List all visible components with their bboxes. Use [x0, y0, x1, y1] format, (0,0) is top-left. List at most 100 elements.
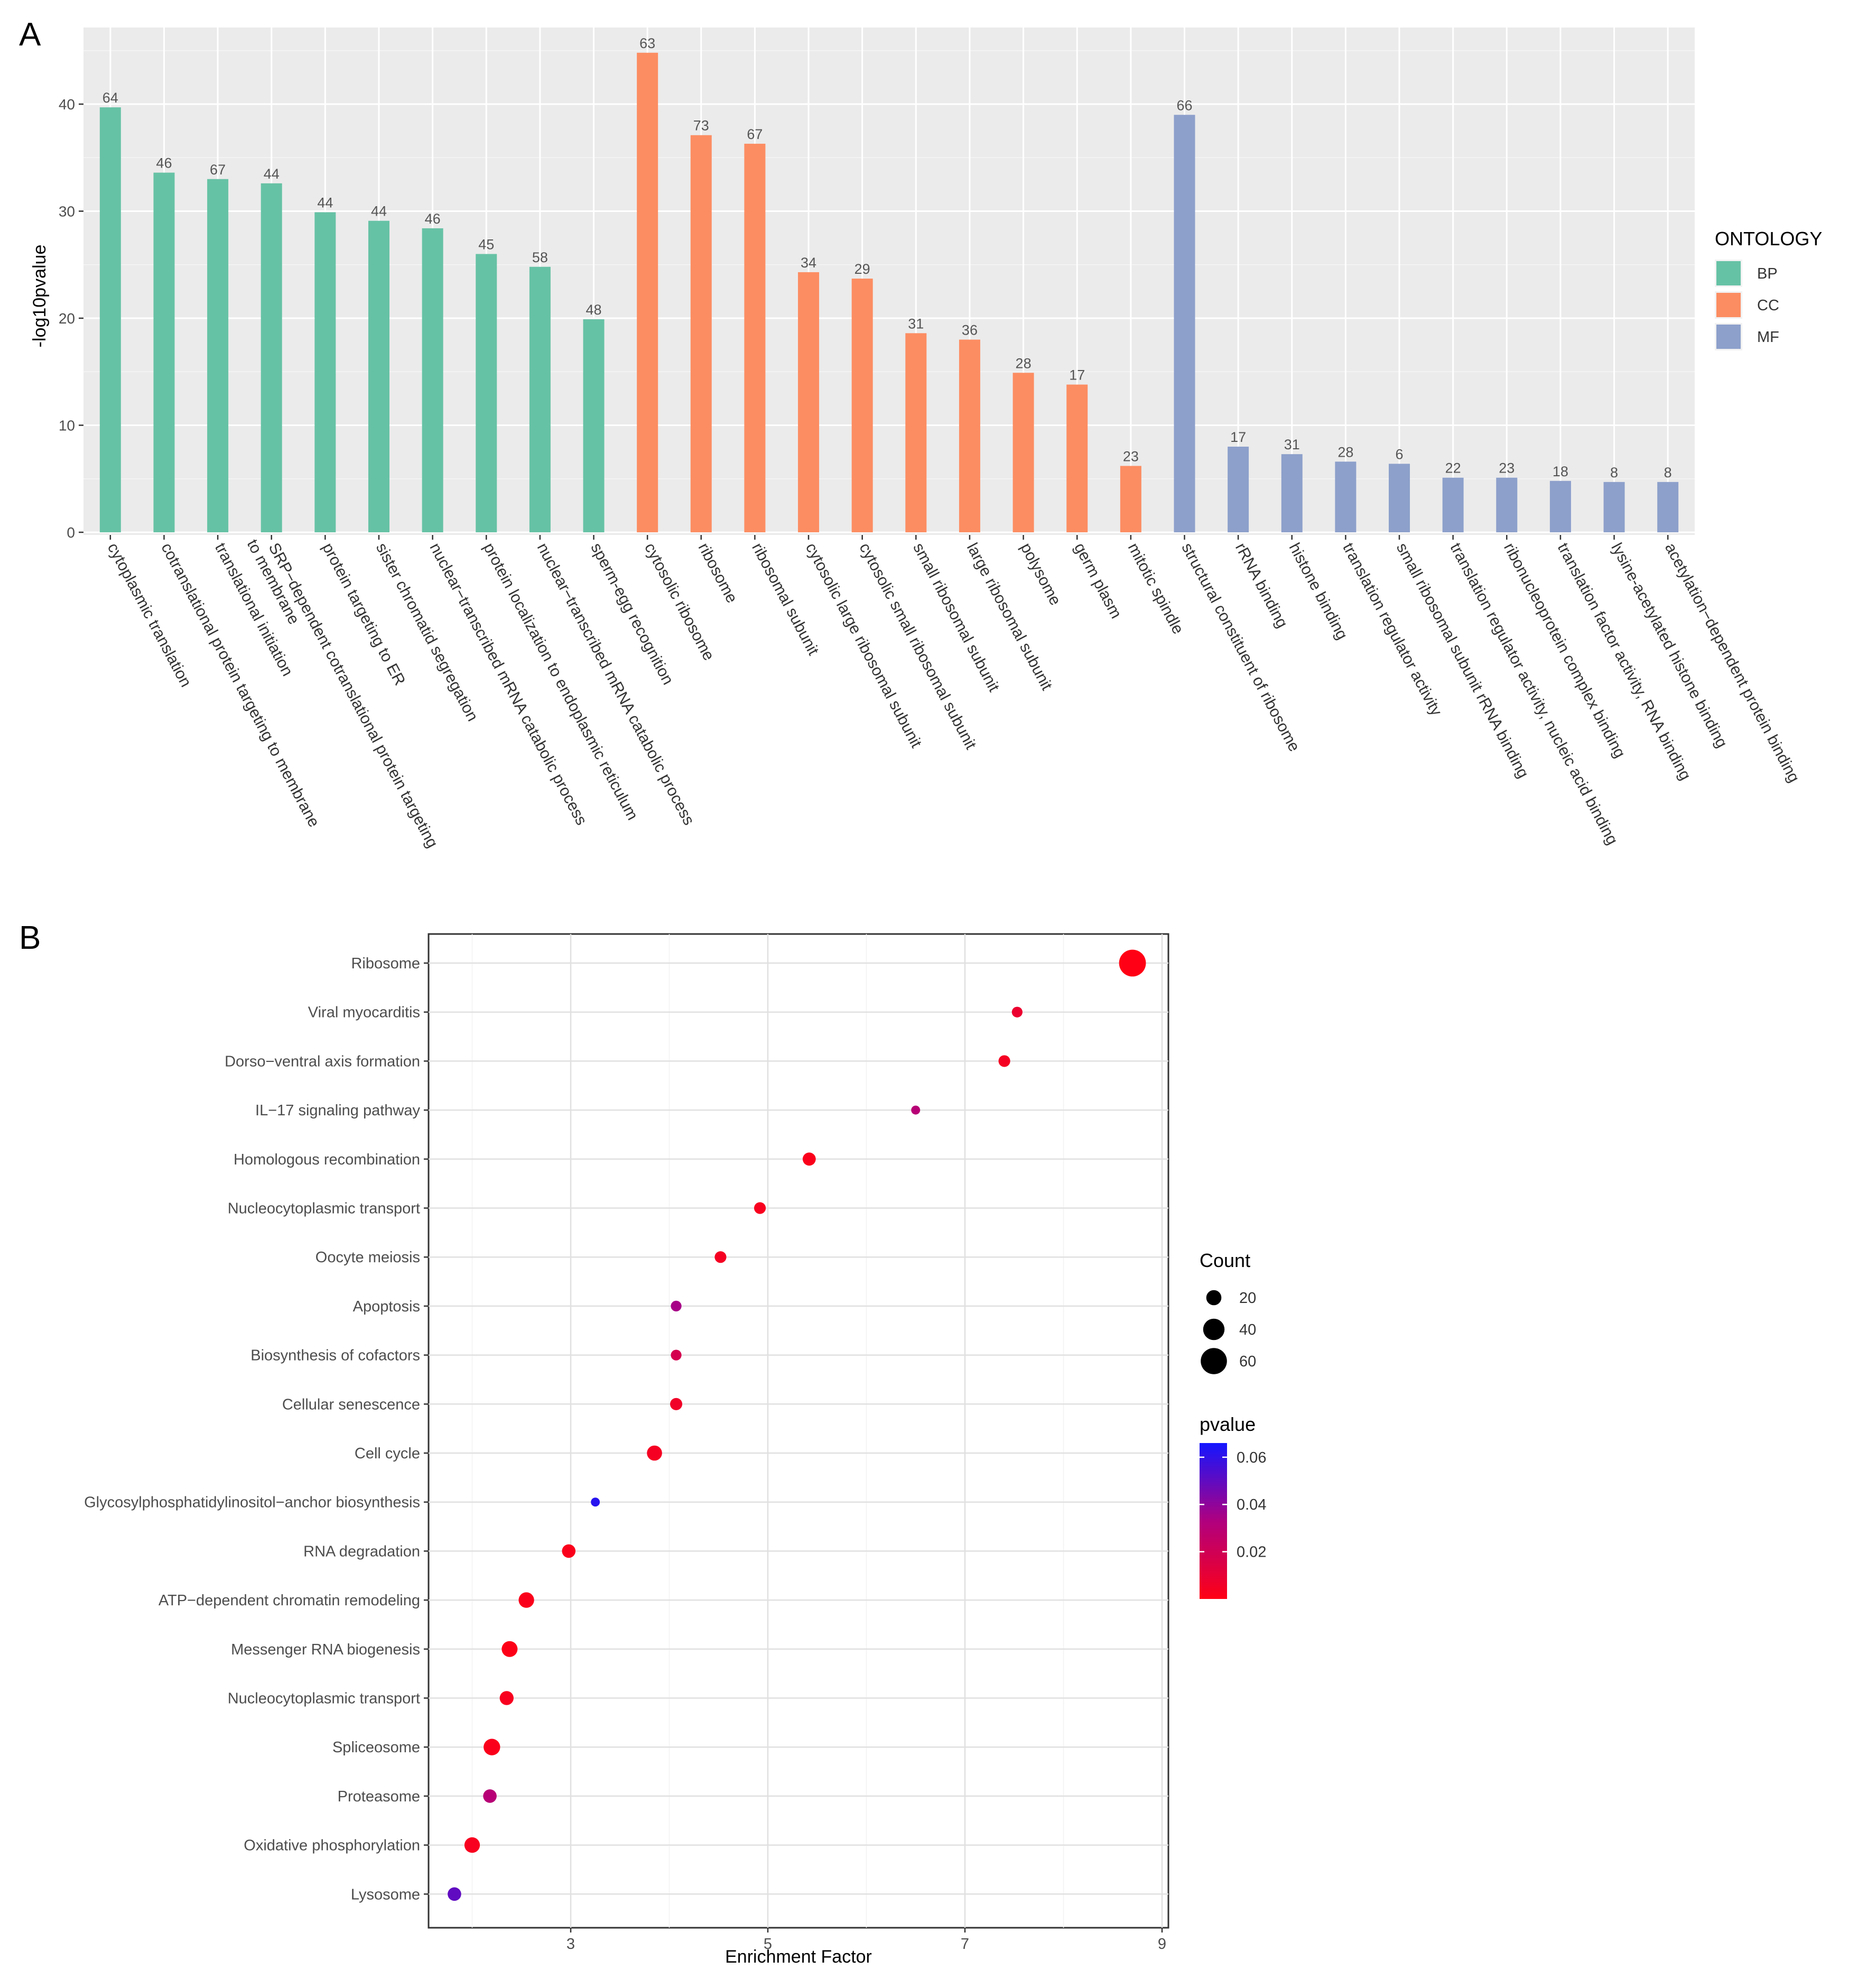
y-tick-label: 30 — [59, 204, 75, 220]
panel-b-label: B — [19, 920, 41, 956]
data-point — [501, 1641, 518, 1657]
y-tick-label: Proteasome — [338, 1788, 420, 1805]
data-point — [499, 1691, 514, 1705]
bar — [261, 183, 282, 533]
bar — [314, 212, 336, 532]
bar — [529, 266, 551, 532]
y-tick-label: Glycosylphosphatidylinositol−anchor bios… — [84, 1494, 420, 1511]
y-tick-label: Oocyte meiosis — [315, 1249, 420, 1266]
bar-count-label: 31 — [908, 316, 924, 331]
bar-count-label: 48 — [586, 302, 601, 318]
bar — [1549, 480, 1571, 532]
x-tick-label: 5 — [764, 1936, 772, 1953]
panel-a-y-axis-title: -log10pvalue — [30, 245, 50, 348]
data-point — [562, 1544, 576, 1558]
data-point — [754, 1202, 766, 1214]
bar-count-label: 64 — [103, 90, 118, 106]
bar — [1066, 384, 1088, 532]
x-tick-label: rRNA binding — [1232, 540, 1291, 631]
bar-count-label: 44 — [317, 195, 333, 211]
panel-b-points — [448, 949, 1146, 1901]
bar — [1228, 447, 1249, 532]
bar-count-label: 23 — [1123, 448, 1139, 464]
x-tick-label: germ plasm — [1071, 540, 1125, 622]
pvalue-legend-title: pvalue — [1200, 1413, 1256, 1435]
y-tick-label: Homologous recombination — [234, 1151, 420, 1168]
bar — [851, 279, 873, 532]
bar — [1657, 482, 1679, 532]
bar — [637, 52, 658, 533]
legend-label: MF — [1757, 329, 1779, 346]
y-tick-label: Biosynthesis of cofactors — [250, 1347, 420, 1364]
data-point — [998, 1055, 1010, 1067]
x-tick-label: polysome — [1017, 540, 1064, 608]
x-tick-label: 9 — [1158, 1936, 1166, 1953]
data-point — [591, 1497, 600, 1507]
bar-count-label: 36 — [962, 322, 978, 338]
y-tick-label: Spliceosome — [332, 1739, 420, 1756]
bar-count-label: 45 — [478, 237, 494, 253]
count-legend-dot — [1203, 1318, 1225, 1340]
bar — [153, 172, 175, 533]
x-tick-label: lysine-acetylated histone binding — [1608, 540, 1731, 751]
y-tick-label: Apoptosis — [353, 1298, 420, 1315]
bar — [207, 179, 229, 532]
panel-b-gridlines — [429, 934, 1168, 1928]
bar-count-label: 8 — [1664, 465, 1672, 480]
data-point — [484, 1739, 500, 1755]
x-tick-label: 3 — [566, 1936, 575, 1953]
data-point — [1011, 1006, 1023, 1018]
bar-count-label: 6 — [1396, 446, 1404, 462]
bar-count-label: 17 — [1069, 367, 1085, 383]
y-tick-label: RNA degradation — [303, 1543, 420, 1560]
y-tick-label: Lysosome — [351, 1886, 420, 1903]
bar — [1012, 373, 1034, 532]
y-tick-label: Messenger RNA biogenesis — [231, 1641, 420, 1658]
bar-count-label: 44 — [264, 166, 280, 182]
bar — [476, 254, 497, 532]
data-point — [671, 1300, 682, 1312]
pvalue-colorbar — [1200, 1443, 1227, 1599]
bar-count-label: 73 — [693, 118, 709, 134]
count-legend-label: 20 — [1239, 1290, 1256, 1307]
y-tick-label: Dorso−ventral axis formation — [225, 1053, 420, 1070]
bar — [1389, 464, 1410, 532]
bar — [1281, 454, 1303, 532]
bar — [690, 135, 712, 533]
y-tick-label: Oxidative phosphorylation — [244, 1837, 420, 1854]
bar — [744, 143, 766, 532]
y-tick-label: Cellular senescence — [282, 1396, 420, 1413]
data-point — [448, 1887, 461, 1901]
legend-label: CC — [1757, 297, 1779, 314]
y-tick-label: Nucleocytoplasmic transport — [228, 1690, 420, 1707]
panel-b-pvalue-legend: pvalue 0.06 0.04 0.02 — [1200, 1413, 1266, 1599]
count-legend-dot — [1206, 1290, 1222, 1306]
bar-count-label: 29 — [854, 261, 870, 277]
data-point — [518, 1592, 534, 1608]
panel-b-x-axis: 3 5 7 9 — [566, 1928, 1166, 1953]
bar-count-label: 67 — [747, 126, 763, 142]
y-tick-label: Cell cycle — [355, 1445, 420, 1462]
bar — [583, 319, 605, 532]
bar — [1442, 477, 1464, 532]
bar — [99, 107, 121, 532]
x-tick-label: cytosolic large ribosomal subunit — [802, 540, 925, 751]
panel-b-y-axis: Ribosome Viral myocarditis Dorso−ventral a… — [84, 955, 429, 1903]
bar-count-label: 23 — [1499, 460, 1515, 476]
colorbar-tick-label: 0.06 — [1237, 1449, 1266, 1466]
data-point — [647, 1445, 662, 1461]
bar — [1496, 477, 1518, 532]
count-legend-label: 60 — [1239, 1353, 1256, 1370]
bar — [422, 228, 443, 532]
data-point — [1119, 949, 1146, 977]
y-tick-label: 10 — [59, 418, 75, 434]
bar-count-label: 67 — [210, 162, 226, 178]
data-point — [911, 1105, 921, 1115]
y-tick-label: 20 — [59, 310, 75, 327]
bar-count-label: 66 — [1176, 97, 1192, 113]
panel-b-x-axis-title: Enrichment Factor — [725, 1947, 872, 1967]
bar — [368, 220, 389, 533]
y-tick-label: ATP−dependent chromatin remodeling — [159, 1592, 420, 1609]
